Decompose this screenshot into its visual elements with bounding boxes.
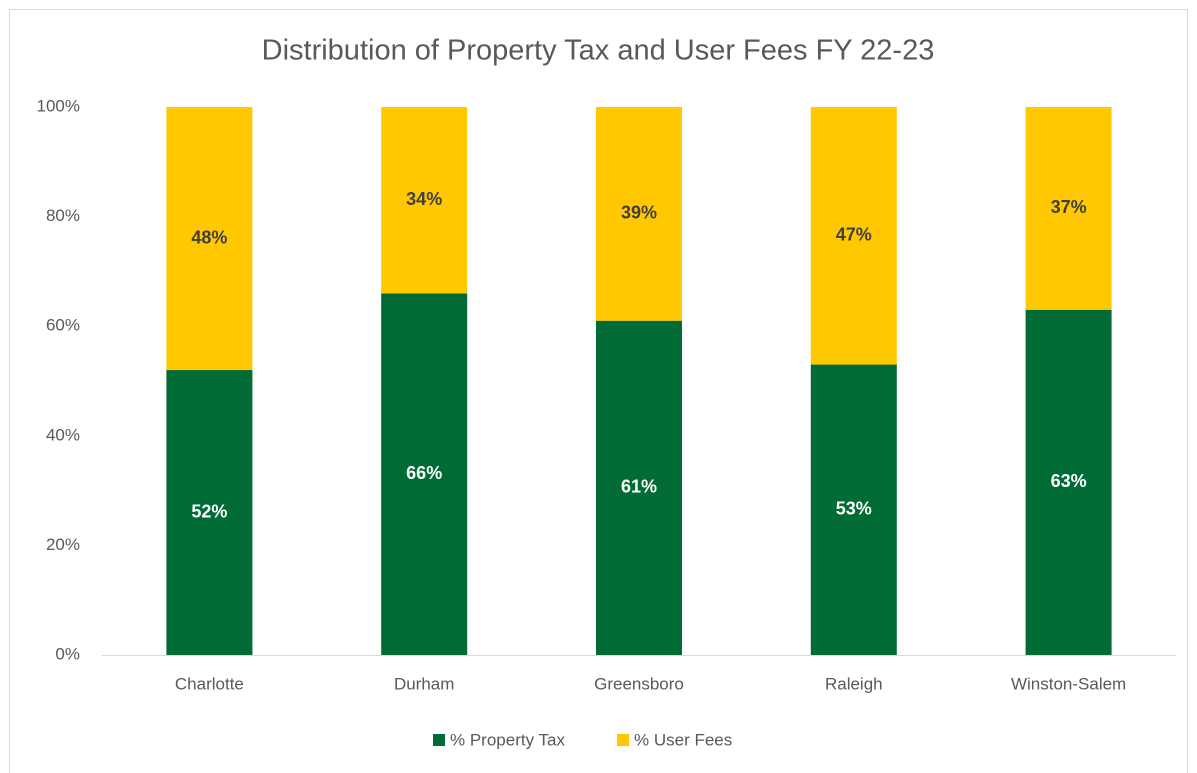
bar-segment (166, 370, 253, 655)
legend-label: % Property Tax (450, 730, 565, 749)
data-label: 66% (406, 463, 442, 483)
bar-segment (1025, 107, 1112, 310)
bar-segment (381, 107, 468, 294)
bar-segment (166, 107, 253, 371)
data-label: 47% (836, 225, 872, 245)
bar-segment (1025, 309, 1112, 655)
y-tick-label: 0% (55, 644, 80, 663)
data-label: 53% (836, 499, 872, 519)
bar-segment (810, 107, 897, 365)
x-tick-label: Durham (394, 674, 454, 693)
legend-swatch (433, 734, 445, 746)
bar-segment (596, 320, 682, 655)
x-tick-label: Charlotte (175, 674, 244, 693)
chart-title: Distribution of Property Tax and User Fe… (262, 35, 935, 67)
legend-label: % User Fees (634, 730, 732, 749)
chart-border (9, 9, 1188, 773)
data-label: 39% (621, 203, 657, 223)
x-tick-label: Greensboro (594, 674, 684, 693)
data-label: 37% (1051, 197, 1087, 217)
legend-swatch (617, 734, 629, 746)
x-tick-label: Winston-Salem (1011, 674, 1126, 693)
bar-segment (381, 293, 468, 655)
y-tick-label: 20% (46, 535, 80, 554)
data-label: 48% (191, 227, 227, 247)
x-tick-label: Raleigh (825, 674, 883, 693)
data-label: 61% (621, 477, 657, 497)
data-label: 63% (1051, 471, 1087, 491)
y-tick-label: 100% (37, 96, 80, 115)
y-tick-label: 80% (46, 206, 80, 225)
data-label: 52% (191, 501, 227, 521)
y-tick-label: 60% (46, 316, 80, 335)
data-label: 34% (406, 189, 442, 209)
bar-segment (810, 364, 897, 655)
bar-segment (596, 107, 682, 321)
y-tick-label: 40% (46, 425, 80, 444)
